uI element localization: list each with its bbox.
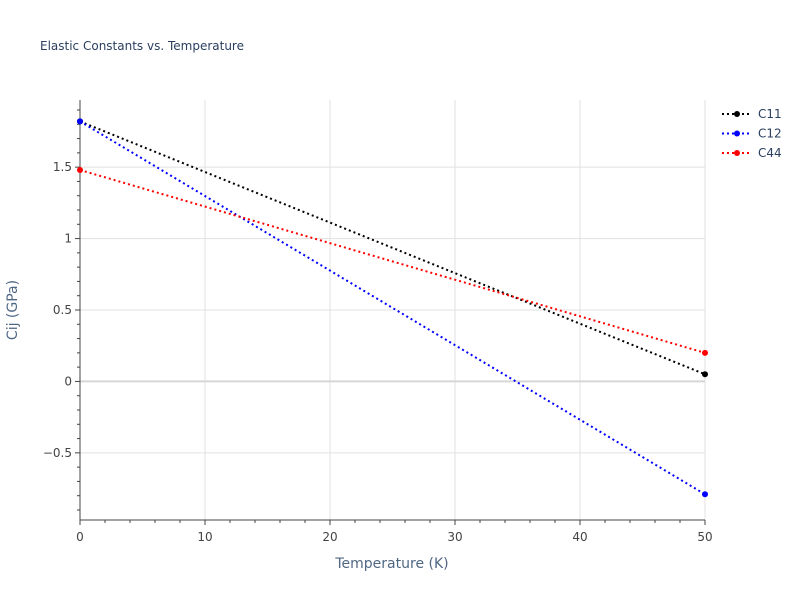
legend-label: C11 [758,107,782,121]
x-tick-label: 40 [572,530,587,544]
legend-label: C12 [758,127,782,141]
legend[interactable]: C11 C12 C44 [722,107,782,160]
y-tick-label: 0 [64,374,72,388]
legend-swatch-marker [734,111,740,117]
data-point[interactable] [702,371,708,378]
series-c44 [77,167,708,356]
legend-item-c44[interactable]: C44 [722,146,782,160]
legend-item-c11[interactable]: C11 [722,107,782,121]
data-point[interactable] [77,118,83,125]
grid [80,100,706,520]
x-tick-label: 20 [322,530,337,544]
axes: 0 10 20 30 40 50 −0.5 0 0.5 1 1.5 [43,100,713,544]
series-line [79,169,706,354]
y-tick-label: 1 [64,232,72,246]
x-axis-title: Temperature (K) [334,556,448,572]
data-point[interactable] [702,491,708,498]
legend-swatch-marker [734,150,740,156]
y-tick-label: −0.5 [43,446,72,460]
legend-swatch-marker [734,130,740,137]
data-point[interactable] [702,349,708,356]
series-c11 [77,118,708,378]
series-layer [77,118,708,498]
legend-label: C44 [758,146,782,160]
y-tick-label: 0.5 [53,303,72,317]
data-point[interactable] [77,167,83,173]
y-axis-title: Cij (GPa) [5,280,21,340]
x-tick-label: 10 [197,530,212,544]
legend-item-c12[interactable]: C12 [722,127,782,141]
chart-title: Elastic Constants vs. Temperature [40,39,244,53]
x-tick-label: 30 [447,530,462,544]
x-tick-label: 0 [76,530,84,544]
series-c12 [77,118,708,498]
y-tick-label: 1.5 [53,160,72,174]
x-tick-label: 50 [697,530,712,544]
series-line [79,120,706,376]
series-line [79,120,706,496]
